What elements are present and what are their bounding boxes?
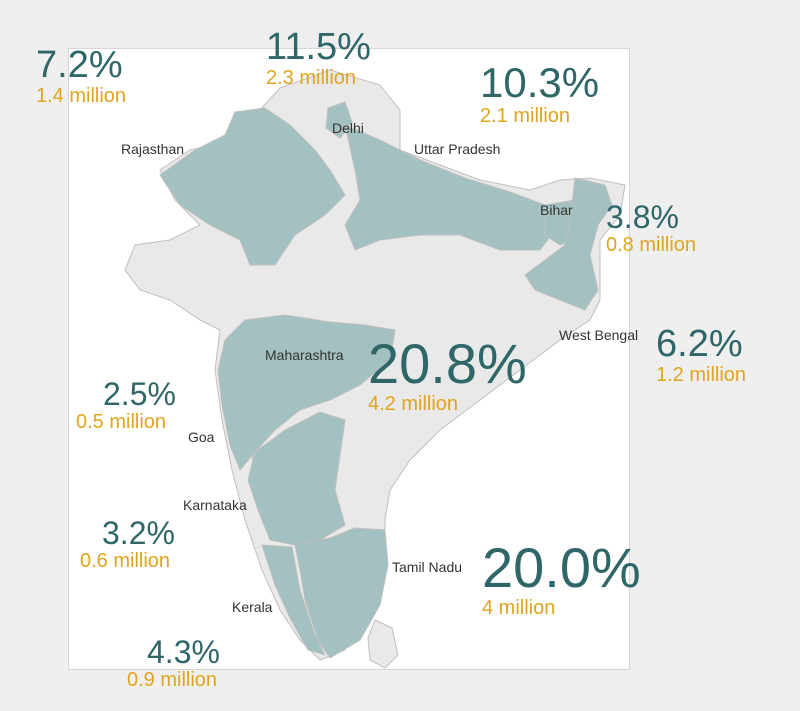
percent-delhi: 11.5%	[266, 26, 371, 68]
percent-maharashtra: 20.8%	[368, 332, 527, 395]
state-label-karnataka: Karnataka	[183, 497, 247, 513]
million-bihar: 0.8 million	[606, 234, 697, 256]
stat-goa: 2.5% 0.5 million	[76, 378, 176, 432]
million-maharashtra: 4.2 million	[368, 393, 459, 415]
state-label-west-bengal: West Bengal	[559, 327, 639, 343]
million-delhi: 2.3 million	[266, 67, 357, 89]
kerala-region	[261, 544, 326, 656]
sri-lanka-outline	[367, 619, 399, 669]
percent-goa: 2.5%	[103, 376, 176, 412]
rajasthan-region	[159, 107, 346, 266]
state-label-goa: Goa	[188, 429, 215, 445]
percent-west-bengal: 6.2%	[656, 323, 743, 365]
state-label-delhi: Delhi	[332, 120, 364, 136]
maharashtra-region	[217, 314, 396, 471]
tamil-nadu-region	[294, 527, 389, 659]
stat-tamil-nadu: 20.0% 4 million	[482, 536, 641, 619]
million-goa: 0.5 million	[76, 411, 167, 433]
percent-rajasthan: 7.2%	[36, 44, 123, 86]
stat-maharashtra: 20.8% 4.2 million	[368, 332, 527, 415]
stat-kerala: 4.3% 0.9 million	[127, 636, 220, 690]
west-bengal-region	[524, 177, 613, 311]
million-kerala: 0.9 million	[127, 669, 218, 691]
stat-rajasthan: 7.2% 1.4 million	[36, 46, 126, 106]
percent-tamil-nadu: 20.0%	[482, 536, 641, 599]
percent-uttar-pradesh: 10.3%	[480, 59, 600, 106]
state-label-maharashtra: Maharashtra	[265, 347, 344, 363]
million-karnataka: 0.6 million	[80, 550, 171, 572]
state-label-tamil-nadu: Tamil Nadu	[392, 559, 463, 575]
million-rajasthan: 1.4 million	[36, 85, 127, 107]
karnataka-region	[247, 411, 346, 546]
state-label-kerala: Kerala	[232, 599, 273, 615]
stat-karnataka: 3.2% 0.6 million	[80, 517, 175, 571]
million-uttar-pradesh: 2.1 million	[480, 105, 571, 127]
percent-kerala: 4.3%	[147, 634, 220, 670]
stat-west-bengal: 6.2% 1.2 million	[656, 325, 746, 385]
stat-delhi: 11.5% 2.3 million	[266, 28, 371, 88]
percent-karnataka: 3.2%	[102, 515, 175, 551]
uttar-pradesh-region	[344, 124, 556, 251]
state-label-rajasthan: Rajasthan	[121, 141, 185, 157]
stat-uttar-pradesh: 10.3% 2.1 million	[480, 59, 600, 127]
state-label-uttar-pradesh: Uttar Pradesh	[414, 141, 501, 157]
state-label-bihar: Bihar	[540, 202, 573, 218]
stat-bihar: 3.8% 0.8 million	[606, 201, 696, 255]
percent-bihar: 3.8%	[606, 199, 679, 235]
million-tamil-nadu: 4 million	[482, 597, 556, 619]
million-west-bengal: 1.2 million	[656, 364, 747, 386]
